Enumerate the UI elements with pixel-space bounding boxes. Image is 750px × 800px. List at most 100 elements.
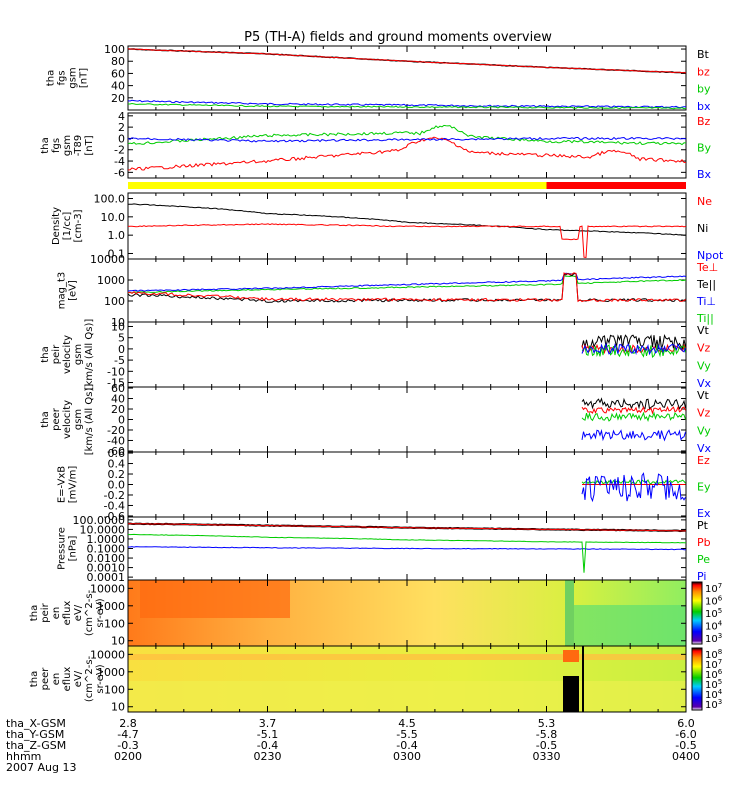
x-row-label: tha_Y-GSM [6, 728, 64, 741]
y-axis-label-line: [km/s (All Qs)] [84, 319, 95, 391]
y-tick-label: 1000 [97, 274, 125, 287]
x-row-value: -0.4 [396, 739, 417, 752]
electron-spectrogram-band [128, 654, 686, 660]
y-tick-label: 10 [111, 635, 125, 648]
y-tick-label: -60 [107, 445, 125, 458]
electron-colorbar-label: 104 [705, 688, 723, 701]
series-te-par [127, 272, 687, 303]
y-axis-label-line: peir [51, 344, 62, 364]
ion-colorbar-label: 106 [705, 595, 723, 608]
series-te-perp [127, 272, 687, 303]
y-tick-label: 0.2 [108, 468, 126, 481]
series-ex [581, 472, 686, 503]
x-row-label: hhmm [6, 750, 41, 763]
panel-frame [127, 321, 687, 388]
y-tick-label: 0.0100 [87, 552, 126, 565]
series-bz [127, 48, 687, 74]
y-axis-label-line: tha [40, 411, 51, 427]
electron-colorbar-label: 108 [705, 648, 722, 661]
x-row-value: -6.0 [675, 728, 696, 741]
y-tick-label: 1.0000 [87, 533, 126, 546]
y-axis-label-line: mag_t3 [57, 272, 68, 310]
y-axis-label-line: tha [46, 70, 57, 86]
y-tick-label: -20 [107, 424, 125, 437]
y-axis-label: tha peir velocity gsm [km/s (All Qs)] [40, 319, 95, 391]
x-row-value: 0200 [114, 750, 142, 763]
y-axis-label-line: tha [29, 671, 40, 687]
y-tick-label: 1000 [97, 666, 125, 679]
y-tick-label: 100.0 [94, 193, 126, 206]
legend-pb: Pb [697, 536, 711, 549]
legend-ey: Ey [697, 481, 711, 494]
y-axis-label-line: (cm^2-s- [84, 589, 95, 636]
y-tick-label: -5 [114, 354, 125, 367]
mode-bar-slow-survey [128, 182, 547, 189]
x-row-value: -5.5 [396, 728, 417, 741]
y-axis-label: tha fgs gsm -T89 [nT] [40, 135, 95, 157]
y-axis-label-line: peir [40, 602, 51, 622]
y-axis-label-line: eV/ [73, 604, 84, 621]
legend-by: by [697, 83, 711, 96]
y-axis-label: tha peir en eflux eV/(cm^2-s-sr-eV) [29, 589, 106, 636]
y-axis-label-line: gsm [73, 409, 84, 430]
x-row-value: 5.3 [538, 717, 556, 730]
y-tick-label: 10 [111, 316, 125, 329]
legend-bx: bx [697, 100, 711, 113]
y-tick-label: 40 [111, 393, 125, 406]
legend-by: By [697, 142, 712, 155]
series-ni [127, 203, 687, 236]
y-tick-label: -6 [114, 166, 125, 179]
legend-te||: Te|| [696, 278, 716, 291]
y-tick-label: 4 [118, 110, 125, 123]
x-row-value: 0300 [393, 750, 421, 763]
y-tick-label: 0.0001 [87, 571, 126, 584]
y-tick-label: -0.6 [104, 510, 125, 523]
x-row-value: 6.0 [677, 717, 695, 730]
legend-ez: Ez [697, 454, 710, 467]
y-axis-label-line: E=-VxB [57, 466, 68, 503]
series-vt [581, 333, 686, 350]
x-row-value: -0.5 [675, 739, 696, 752]
y-axis-label-line: fgs [51, 138, 62, 153]
y-tick-label: -0.2 [104, 489, 125, 502]
x-row-value: -5.8 [536, 728, 557, 741]
series-vy [581, 344, 686, 358]
y-tick-label: 10000 [90, 253, 125, 266]
legend-ne: Ne [697, 195, 712, 208]
y-tick-label: 10 [111, 320, 125, 333]
electron-colorbar-label: 105 [705, 678, 722, 691]
y-axis-label-line: [nT] [84, 135, 95, 155]
y-tick-label: 2 [118, 121, 125, 134]
x-axis-labels: tha_X-GSM 2.8 3.7 4.5 5.3 6.0 tha_Y-GSM -4.7 -5.… [6, 717, 700, 774]
x-row-value: 3.7 [259, 717, 277, 730]
legend-ex: Ex [697, 507, 711, 520]
y-tick-label: 60 [111, 382, 125, 395]
legend-bz: Bz [697, 115, 711, 128]
y-tick-label: 0.0 [108, 479, 126, 492]
y-tick-label: 0.4 [108, 458, 126, 471]
series-vx [581, 428, 686, 442]
y-tick-label: 0 [118, 132, 125, 145]
electron-spectrogram-hot [563, 650, 579, 662]
y-axis-label: Pressure [nPa] [57, 527, 79, 570]
y-axis-label: E=-VxB [mV/m] [57, 466, 79, 504]
mode-bar-fast-survey [546, 182, 686, 189]
ion-colorbar-label: 105 [705, 607, 722, 620]
x-row-label: tha_Z-GSM [6, 739, 66, 752]
legend-npot: Npot [697, 249, 724, 262]
y-tick-label: -40 [107, 434, 125, 447]
y-axis-label-line: tha [40, 346, 51, 362]
y-axis-label-line: peer [40, 667, 51, 691]
legend-vt: Vt [697, 324, 710, 337]
x-row-value: -5.1 [257, 728, 278, 741]
y-tick-label: 100 [104, 617, 125, 630]
series-vz [581, 405, 686, 415]
y-axis-label-line: tha [40, 137, 51, 153]
y-tick-label: 80 [111, 55, 125, 68]
y-tick-label: 0 [118, 343, 125, 356]
series-pb [127, 523, 686, 532]
legend-ti⊥: Ti⊥ [696, 295, 716, 308]
x-row-value: 0330 [533, 750, 561, 763]
electron-colorbar-label: 103 [705, 698, 722, 711]
